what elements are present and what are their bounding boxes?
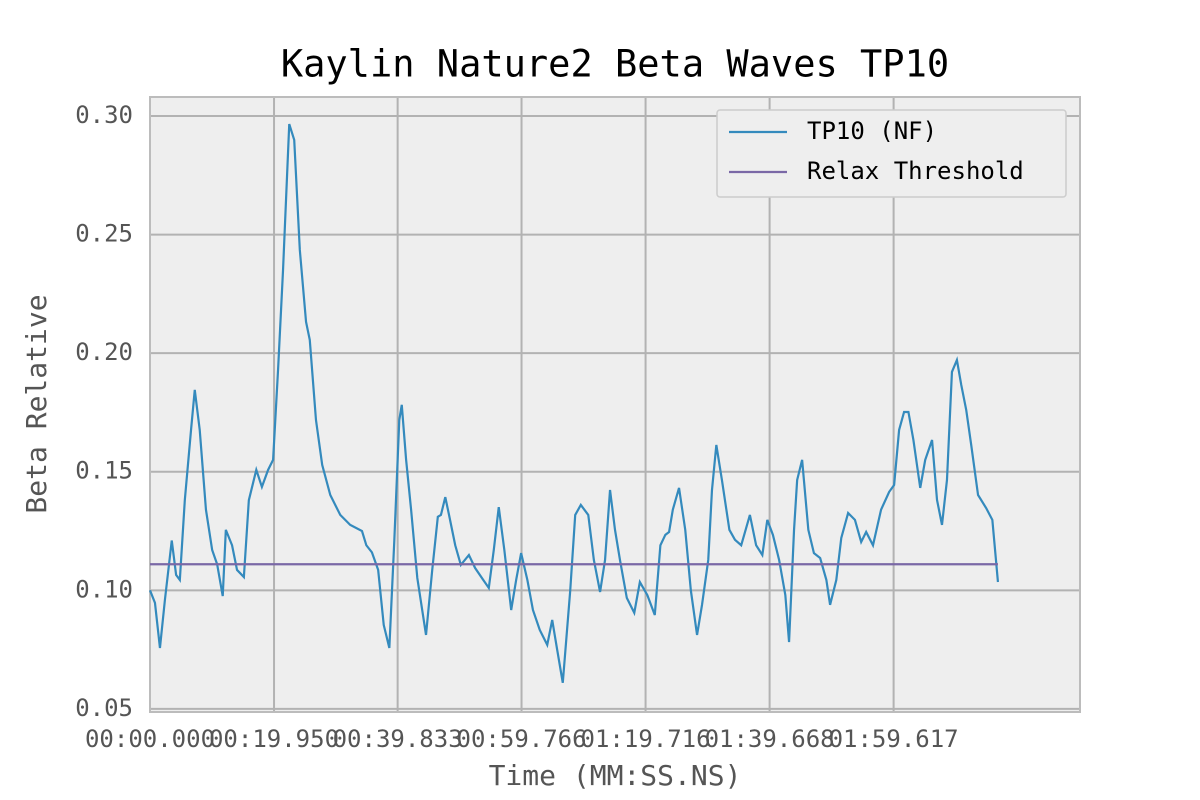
- x-tick-label: 00:19.950: [209, 725, 339, 753]
- legend-box: [716, 109, 1067, 198]
- legend-label: Relax Threshold: [807, 157, 1024, 185]
- x-tick-label: 00:59.766: [457, 725, 587, 753]
- legend-label: TP10 (NF): [807, 117, 937, 145]
- y-axis-label: Beta Relative: [20, 294, 53, 513]
- plot-area: [150, 97, 1080, 712]
- x-tick-label: 01:19.716: [581, 725, 711, 753]
- y-tick-label: 0.10: [75, 575, 133, 603]
- y-tick-label: 0.15: [75, 457, 133, 485]
- x-tick-label: 01:59.617: [829, 725, 959, 753]
- x-tick-label: 00:39.833: [333, 725, 463, 753]
- y-tick-label: 0.25: [75, 220, 133, 248]
- y-tick-label: 0.20: [75, 338, 133, 366]
- series-line: [148, 123, 1000, 684]
- x-tick-label: 00:00.000: [85, 725, 215, 753]
- x-axis-label: Time (MM:SS.NS): [489, 759, 742, 792]
- x-tick-label: 01:39.668: [705, 725, 835, 753]
- y-tick-label: 0.30: [75, 101, 133, 129]
- plot-border: [149, 96, 1081, 713]
- y-tick-label: 0.05: [75, 694, 133, 722]
- chart-title: Kaylin Nature2 Beta Waves TP10: [281, 43, 949, 86]
